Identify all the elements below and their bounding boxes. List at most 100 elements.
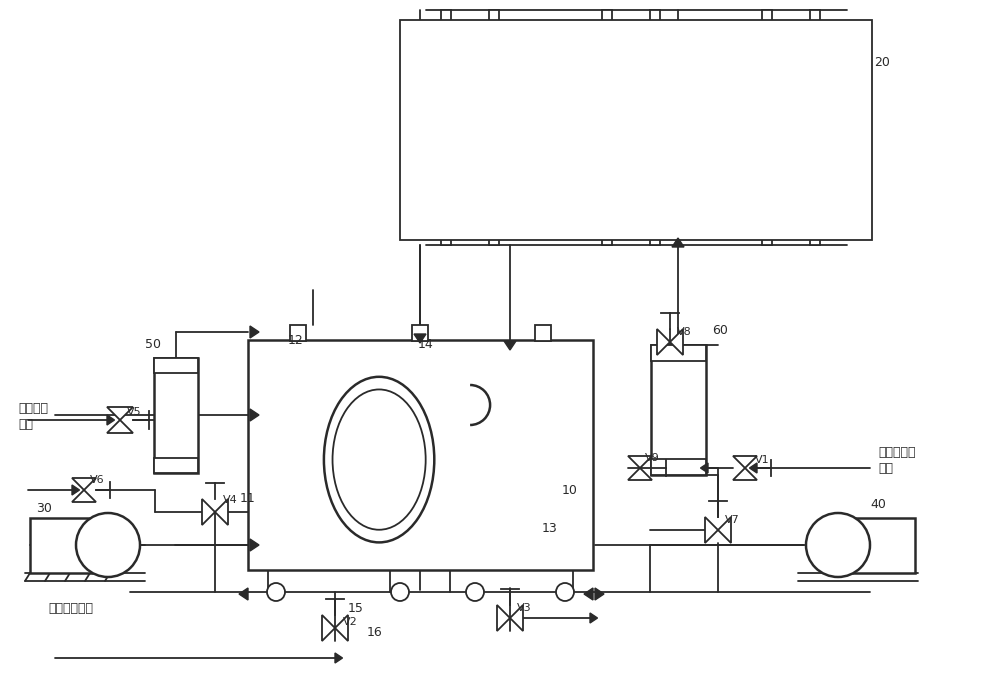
Text: 15: 15 xyxy=(348,602,364,614)
Bar xyxy=(762,225,772,245)
Polygon shape xyxy=(335,653,342,663)
Text: 来自消防: 来自消防 xyxy=(18,401,48,414)
Polygon shape xyxy=(202,499,215,525)
Text: 来自冷媒水: 来自冷媒水 xyxy=(878,445,916,458)
Bar xyxy=(290,325,306,341)
Polygon shape xyxy=(672,238,684,247)
Bar xyxy=(489,10,499,30)
Text: 系统: 系统 xyxy=(878,462,893,475)
Text: 10: 10 xyxy=(562,484,578,497)
Text: V5: V5 xyxy=(127,407,141,417)
Polygon shape xyxy=(628,456,652,468)
Text: 11: 11 xyxy=(240,491,256,504)
Polygon shape xyxy=(239,588,248,600)
Bar xyxy=(737,30,857,225)
Bar xyxy=(651,345,706,361)
Polygon shape xyxy=(322,615,335,641)
Circle shape xyxy=(76,513,140,577)
Bar xyxy=(248,340,593,570)
Text: 30: 30 xyxy=(36,502,52,515)
Text: 14: 14 xyxy=(418,339,434,352)
Polygon shape xyxy=(72,490,96,502)
Circle shape xyxy=(391,583,409,601)
Bar xyxy=(154,358,198,473)
Polygon shape xyxy=(718,517,731,543)
Text: V3: V3 xyxy=(517,603,531,613)
Bar xyxy=(154,358,198,373)
Bar xyxy=(602,10,612,30)
Bar xyxy=(489,225,499,245)
Polygon shape xyxy=(107,415,114,425)
Bar xyxy=(400,20,872,240)
Polygon shape xyxy=(335,615,348,641)
Bar xyxy=(412,325,428,341)
Bar xyxy=(577,30,697,54)
Ellipse shape xyxy=(324,376,434,543)
Bar xyxy=(416,30,536,225)
Bar xyxy=(737,30,857,54)
Bar xyxy=(762,10,772,30)
Polygon shape xyxy=(750,463,757,473)
Circle shape xyxy=(806,513,870,577)
Bar xyxy=(416,30,536,54)
Circle shape xyxy=(556,583,574,601)
Text: V6: V6 xyxy=(90,475,104,485)
Text: V2: V2 xyxy=(343,617,357,627)
Circle shape xyxy=(267,583,285,601)
Text: 40: 40 xyxy=(870,499,886,512)
Polygon shape xyxy=(670,329,683,355)
Bar xyxy=(651,345,706,475)
Text: V4: V4 xyxy=(223,495,237,505)
Text: 系统: 系统 xyxy=(18,418,33,431)
Circle shape xyxy=(466,583,484,601)
Bar xyxy=(810,225,820,245)
Bar xyxy=(853,518,915,573)
Polygon shape xyxy=(705,517,718,543)
Bar xyxy=(650,10,660,30)
Polygon shape xyxy=(733,456,757,468)
Polygon shape xyxy=(510,605,523,631)
Text: 60: 60 xyxy=(712,324,728,337)
Text: 12: 12 xyxy=(288,333,304,346)
Polygon shape xyxy=(590,613,598,623)
Polygon shape xyxy=(504,341,516,350)
Polygon shape xyxy=(250,409,259,421)
Bar xyxy=(577,30,697,225)
Bar xyxy=(737,201,857,225)
Polygon shape xyxy=(657,329,670,355)
Bar xyxy=(602,225,612,245)
Text: 50: 50 xyxy=(145,339,161,352)
Bar xyxy=(577,201,697,225)
Text: 16: 16 xyxy=(367,625,383,638)
Polygon shape xyxy=(733,468,757,480)
Polygon shape xyxy=(414,334,426,343)
Polygon shape xyxy=(250,326,259,338)
Polygon shape xyxy=(584,588,593,600)
Bar xyxy=(441,10,451,30)
Polygon shape xyxy=(595,588,604,600)
Text: 20: 20 xyxy=(874,56,890,69)
Bar xyxy=(416,201,536,225)
Text: V8: V8 xyxy=(677,327,691,337)
Text: 来自蒸汽系统: 来自蒸汽系统 xyxy=(48,602,93,614)
Polygon shape xyxy=(497,605,510,631)
Text: V7: V7 xyxy=(725,515,739,525)
Bar xyxy=(535,325,551,341)
Polygon shape xyxy=(700,463,708,473)
Polygon shape xyxy=(215,499,228,525)
Polygon shape xyxy=(72,478,96,490)
Bar xyxy=(441,225,451,245)
Bar xyxy=(650,225,660,245)
Text: 13: 13 xyxy=(542,521,558,534)
Polygon shape xyxy=(72,485,80,495)
Text: V1: V1 xyxy=(755,455,769,465)
Polygon shape xyxy=(628,468,652,480)
Polygon shape xyxy=(250,539,259,551)
Text: V9: V9 xyxy=(645,453,659,463)
Polygon shape xyxy=(107,420,133,433)
Polygon shape xyxy=(107,407,133,420)
Bar xyxy=(810,10,820,30)
Ellipse shape xyxy=(333,390,426,530)
Bar xyxy=(651,460,706,475)
Bar xyxy=(154,458,198,473)
